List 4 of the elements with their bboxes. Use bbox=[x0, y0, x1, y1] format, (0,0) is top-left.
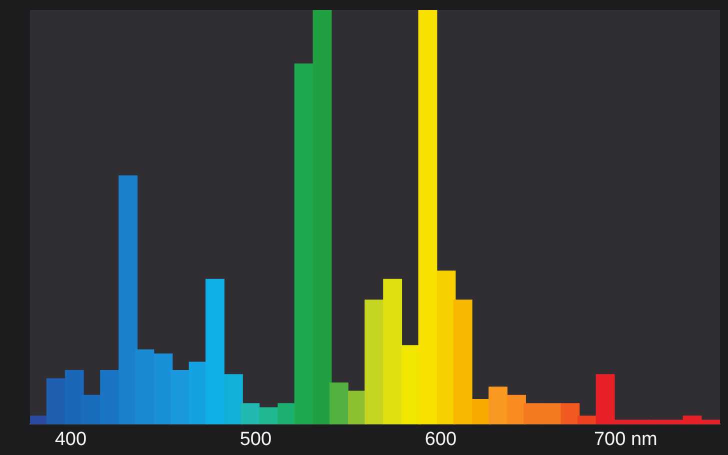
x-tick-label: 500 bbox=[240, 428, 272, 450]
x-tick-label: 600 bbox=[424, 428, 457, 450]
x-tick-label: 700 nm bbox=[594, 428, 658, 450]
x-tick-label: 400 bbox=[54, 428, 87, 450]
